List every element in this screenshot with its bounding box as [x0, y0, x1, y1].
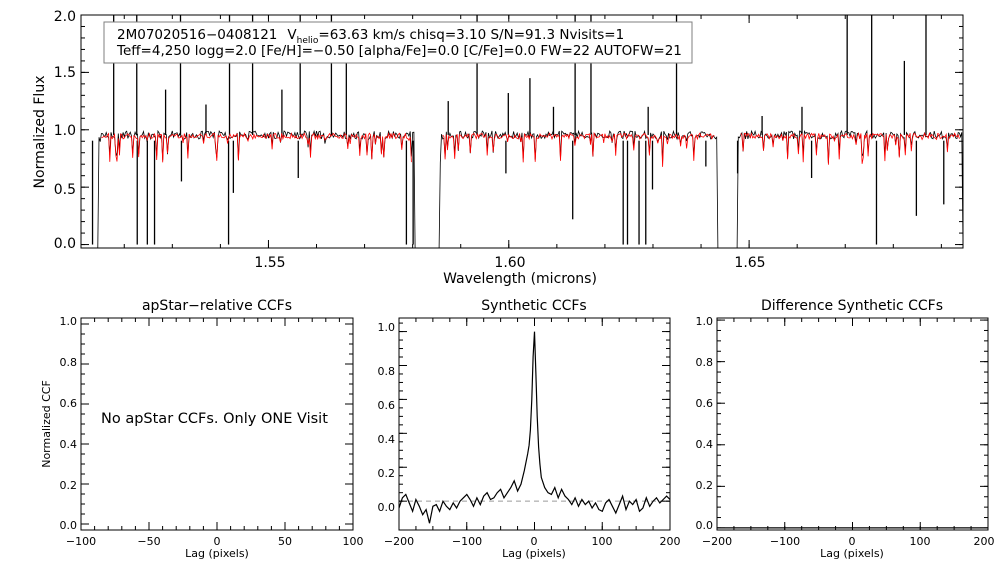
apstar-x-tick-labels: −100 −50 0 50 100 [66, 535, 364, 548]
spectrum-y-tick-label: 0.5 [54, 182, 76, 198]
difference-ccf-panel: Difference Synthetic CCFs −200 −100 0 10… [696, 298, 995, 560]
annotation-star-id: 2M07020516−0408121 [117, 27, 277, 43]
spectrum-x-axis-title: Wavelength (microns) [443, 271, 597, 287]
synthetic-x-axis-title: Lag (pixels) [502, 547, 566, 560]
synthetic-ccf-ticks [398, 318, 671, 530]
apstar-y-axis-title: Normalized CCF [40, 380, 53, 468]
apstar-ccf-panel: apStar−relative CCFs −100 −50 0 50 100 0… [40, 298, 364, 560]
synthetic-ccf-traces [398, 331, 671, 524]
spectrum-panel: 1.55 1.60 1.65 0.0 0.5 1.0 1.5 2.0 Wavel… [32, 9, 964, 287]
difference-ccf-ticks [716, 318, 989, 530]
difference-x-tick-label: −200 [702, 535, 732, 548]
annotation-line-1-rest: =63.63 km/s chisq=3.10 S/N=91.3 Nvisits=… [318, 27, 624, 43]
apstar-y-tick-label: 0.6 [60, 397, 78, 410]
apstar-y-tick-label: 0.4 [60, 438, 78, 451]
spectrum-y-axis-title: Normalized Flux [32, 76, 48, 189]
annotation-frame [103, 21, 693, 64]
difference-x-tick-label: −100 [770, 535, 800, 548]
synthetic-spectrum-line [442, 131, 715, 167]
difference-y-tick-label: 0.8 [696, 356, 714, 369]
annotation-line-1: 2M07020516−0408121 Vhelio=63.63 km/s chis… [117, 27, 624, 46]
difference-y-tick-label: 0.2 [696, 479, 714, 492]
apstar-x-tick-label: −50 [137, 535, 160, 548]
difference-x-tick-label: 0 [849, 535, 856, 548]
synthetic-y-tick-label: 0.6 [378, 399, 396, 412]
difference-y-tick-label: 0.6 [696, 397, 714, 410]
apstar-x-tick-label: 50 [278, 535, 292, 548]
apstar-ccf-title: apStar−relative CCFs [142, 298, 292, 314]
difference-y-tick-labels: 0.0 0.2 0.4 0.6 0.8 1.0 [696, 315, 714, 532]
spectrum-annotation-box: 2M07020516−0408121 Vhelio=63.63 km/s chis… [103, 21, 693, 64]
spectrum-y-tick-label: 1.0 [54, 123, 76, 139]
synthetic-y-tick-label: 0.2 [378, 467, 396, 480]
spectrum-x-tick-label: 1.55 [254, 255, 285, 271]
annotation-v-prefix: V [287, 27, 297, 43]
difference-ccf-title: Difference Synthetic CCFs [761, 298, 943, 314]
difference-x-tick-label: 200 [974, 535, 995, 548]
synthetic-x-tick-label: 100 [592, 535, 613, 548]
apstar-x-axis-title: Lag (pixels) [185, 547, 249, 560]
synthetic-ccf-title: Synthetic CCFs [481, 298, 586, 314]
spectrum-y-tick-label: 2.0 [54, 9, 76, 25]
spectrum-frame [80, 14, 964, 249]
spectrum-x-tick-label: 1.60 [494, 255, 525, 271]
spectrum-y-tick-label: 1.5 [54, 65, 76, 81]
annotation-v-subscript: helio [297, 36, 319, 46]
synthetic-x-tick-label: 200 [660, 535, 681, 548]
synthetic-x-tick-label: 0 [531, 535, 538, 548]
difference-x-tick-label: 100 [910, 535, 931, 548]
apstar-x-tick-label: 0 [214, 535, 221, 548]
annotation-line-2: Teff=4,250 logg=2.0 [Fe/H]=−0.50 [alpha/… [116, 43, 682, 59]
synthetic-x-tick-label: −200 [384, 535, 414, 548]
difference-y-tick-label: 1.0 [696, 315, 714, 328]
synthetic-y-tick-label: 0.8 [378, 365, 396, 378]
difference-x-tick-labels: −200 −100 0 100 200 [702, 535, 995, 548]
synthetic-x-tick-label: −100 [452, 535, 482, 548]
synthetic-spectrum-line [101, 132, 412, 163]
observed-spectrum-line [97, 129, 416, 249]
synthetic-y-tick-label: 1.0 [378, 321, 396, 334]
apstar-y-tick-label: 0.8 [60, 356, 78, 369]
apstar-y-tick-label: 0.0 [60, 519, 78, 532]
spectrum-x-tick-label: 1.65 [734, 255, 765, 271]
difference-y-tick-label: 0.4 [696, 438, 714, 451]
spectrum-y-tick-label: 0.0 [54, 236, 76, 252]
synthetic-y-tick-labels: 0.0 0.2 0.4 0.6 0.8 1.0 [378, 321, 396, 514]
synthetic-spectrum-line [740, 131, 960, 165]
synthetic-y-tick-label: 0.4 [378, 433, 396, 446]
difference-y-tick-label: 0.0 [696, 519, 714, 532]
synthetic-y-tick-label: 0.0 [378, 501, 396, 514]
apstar-ccf-ticks [80, 318, 354, 530]
apstar-y-tick-label: 0.2 [60, 479, 78, 492]
apstar-y-tick-label: 1.0 [60, 315, 78, 328]
apstar-x-tick-label: 100 [343, 535, 364, 548]
spectrum-x-tick-labels: 1.55 1.60 1.65 [254, 255, 765, 271]
apstar-y-tick-labels: 0.0 0.2 0.4 0.6 0.8 1.0 [60, 315, 78, 532]
spectrum-y-tick-labels: 0.0 0.5 1.0 1.5 2.0 [54, 9, 76, 252]
difference-x-axis-title: Lag (pixels) [820, 547, 884, 560]
apstar-x-tick-label: −100 [66, 535, 96, 548]
synthetic-ccf-line [398, 331, 671, 524]
no-ccf-message: No apStar CCFs. Only ONE Visit [101, 411, 328, 427]
synthetic-ccf-panel: Synthetic CCFs −200 −100 0 100 200 0.0 0… [378, 298, 681, 560]
synthetic-x-tick-labels: −200 −100 0 100 200 [384, 535, 681, 548]
